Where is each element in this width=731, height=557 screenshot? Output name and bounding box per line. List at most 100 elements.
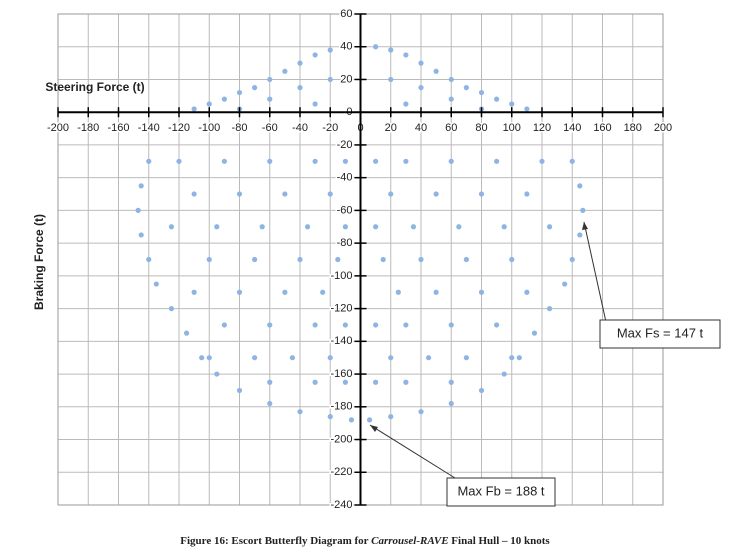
point — [191, 191, 197, 197]
point — [206, 101, 212, 107]
y-tick-label: -40 — [337, 172, 353, 184]
point — [312, 379, 318, 385]
point — [191, 289, 197, 295]
y-tick-label: -80 — [337, 237, 353, 249]
point — [327, 47, 333, 53]
x-tick-label: 40 — [415, 122, 427, 134]
point — [267, 76, 273, 83]
point — [327, 76, 333, 83]
point — [267, 400, 273, 407]
point — [342, 322, 348, 328]
point — [373, 158, 379, 164]
point — [176, 158, 182, 164]
point — [388, 47, 394, 53]
point — [373, 44, 379, 50]
point — [410, 224, 417, 230]
point — [138, 183, 144, 189]
y-tick-label: -140 — [330, 335, 352, 347]
point — [348, 417, 355, 423]
point — [342, 158, 348, 164]
point — [327, 355, 333, 361]
point — [236, 289, 243, 295]
points — [135, 44, 586, 423]
point — [478, 89, 485, 96]
point — [252, 85, 258, 91]
point — [509, 101, 515, 107]
x-tick-label: -120 — [168, 122, 190, 134]
arrow — [583, 221, 607, 323]
point — [388, 76, 394, 83]
axes: -200 -180 -160 -140 -120 -100 -80 -60 -40 -200 20 4… — [45, 6, 673, 512]
point — [418, 256, 424, 263]
point — [146, 158, 152, 164]
point — [373, 379, 379, 385]
point — [221, 158, 227, 164]
x-tick-label: 100 — [503, 122, 521, 134]
caption-part: Figure 16: Escort Butterfly Diagram for — [180, 535, 371, 547]
x-tick-label: 60 — [445, 122, 457, 134]
point — [282, 289, 288, 295]
point — [463, 85, 469, 91]
caption-part: Final Hull – 10 knots — [449, 535, 551, 547]
x-tick-label: 20 — [385, 122, 397, 134]
point — [297, 85, 303, 91]
arrowhead — [370, 425, 378, 432]
x-tick-label: 160 — [593, 122, 611, 134]
point — [577, 232, 583, 238]
point — [373, 322, 379, 328]
point — [335, 256, 341, 263]
point — [206, 256, 212, 263]
point — [289, 355, 296, 361]
point — [183, 330, 190, 336]
arrow — [369, 424, 456, 479]
point — [267, 379, 273, 385]
point — [546, 306, 553, 312]
point — [297, 409, 303, 415]
point — [312, 158, 318, 164]
point — [327, 191, 333, 197]
point — [478, 191, 485, 197]
y-tick-label: -100 — [330, 270, 352, 282]
annotation-box — [599, 319, 721, 349]
point — [524, 289, 530, 295]
point — [448, 76, 454, 83]
point — [425, 355, 432, 361]
point — [433, 289, 439, 295]
point — [146, 256, 152, 263]
point — [135, 207, 141, 213]
point — [478, 387, 485, 394]
point — [214, 371, 220, 377]
point — [569, 158, 575, 164]
point — [388, 414, 394, 420]
point — [403, 101, 409, 107]
point — [524, 106, 530, 112]
point — [403, 379, 409, 385]
point — [366, 417, 373, 423]
x-tick-label: -80 — [232, 122, 248, 134]
point — [580, 207, 586, 213]
point — [509, 355, 515, 361]
y-tick-label: -120 — [330, 303, 352, 315]
point — [342, 379, 348, 385]
point — [418, 60, 424, 66]
point — [388, 355, 394, 361]
point — [539, 158, 545, 164]
x-tick-label: -140 — [138, 122, 160, 134]
point — [546, 224, 553, 230]
point — [312, 52, 318, 58]
x-tick-label: -200 — [47, 122, 69, 134]
point — [168, 224, 175, 230]
y-tick-label: -220 — [330, 466, 352, 478]
point — [531, 330, 538, 336]
annotation-box — [446, 477, 556, 507]
arrowhead — [582, 222, 588, 230]
x-tick-label: -20 — [322, 122, 338, 134]
y-tick-label: -180 — [330, 401, 352, 413]
point — [395, 289, 401, 295]
point — [494, 158, 500, 164]
point — [236, 387, 243, 394]
point — [494, 322, 500, 328]
y-tick-label: 60 — [340, 8, 352, 20]
